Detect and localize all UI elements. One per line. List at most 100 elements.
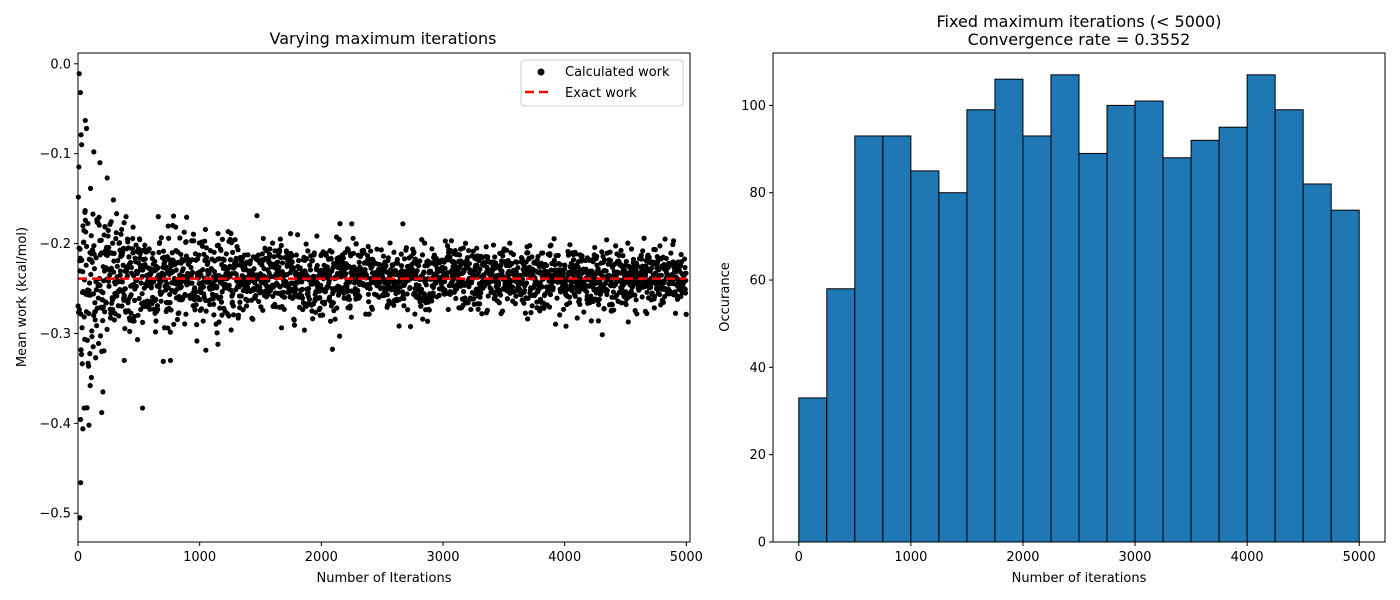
scatter-point	[613, 243, 619, 249]
scatter-point	[160, 248, 167, 254]
scatter-point	[317, 305, 323, 311]
scatter-point	[529, 254, 535, 260]
legend-calculated-work-marker	[537, 68, 545, 76]
scatter-point	[404, 291, 410, 297]
scatter-point	[344, 283, 350, 290]
scatter-point	[353, 241, 359, 247]
scatter-point	[301, 327, 308, 333]
scatter-point	[460, 289, 467, 295]
scatter-point	[79, 257, 85, 263]
scatter-point	[535, 253, 541, 260]
scatter-point	[672, 289, 678, 295]
scatter-point	[579, 253, 585, 259]
scatter-point	[177, 235, 183, 241]
scatter-point	[492, 254, 498, 260]
scatter-point	[484, 307, 491, 313]
scatter-point	[496, 300, 502, 306]
scatter-point	[111, 258, 117, 264]
y-tick-label: 100	[741, 99, 766, 114]
scatter-point	[140, 319, 146, 325]
scatter-point	[588, 318, 594, 324]
scatter-point	[403, 245, 409, 251]
scatter-point	[551, 257, 557, 263]
scatter-point	[683, 270, 689, 276]
scatter-point	[79, 325, 85, 331]
scatter-point	[148, 271, 154, 277]
scatter-point	[567, 300, 573, 306]
scatter-point	[280, 289, 286, 295]
scatter-point	[117, 268, 124, 274]
scatter-points	[75, 71, 689, 521]
scatter-point	[136, 260, 142, 266]
scatter-point	[168, 307, 174, 313]
scatter-point	[107, 272, 113, 278]
scatter-point	[411, 249, 417, 255]
scatter-point	[419, 237, 425, 243]
scatter-point	[367, 286, 373, 292]
scatter-point	[135, 269, 141, 275]
scatter-x-ticks: 0 1000 2000 3000 4000 5000	[74, 542, 703, 565]
scatter-point	[76, 71, 82, 77]
scatter-point	[94, 323, 100, 329]
scatter-point	[552, 321, 559, 327]
scatter-point	[524, 280, 530, 286]
scatter-point	[104, 175, 110, 181]
scatter-point	[76, 164, 82, 170]
histogram-bar	[938, 192, 968, 543]
scatter-point	[512, 288, 518, 294]
legend-box	[520, 59, 684, 107]
scatter-point	[86, 288, 92, 294]
scatter-point	[223, 251, 229, 257]
scatter-point	[504, 296, 510, 302]
scatter-point	[383, 263, 389, 269]
scatter-point	[166, 235, 172, 241]
scatter-point	[194, 338, 200, 344]
histogram-bar	[1218, 126, 1248, 543]
scatter-point	[153, 296, 159, 302]
scatter-point	[88, 374, 94, 381]
x-tick-label: 5000	[1343, 550, 1376, 565]
scatter-point	[485, 293, 491, 299]
scatter-point	[192, 307, 198, 313]
scatter-point	[260, 307, 266, 313]
scatter-point	[318, 282, 324, 288]
scatter-point	[305, 290, 311, 296]
scatter-point	[369, 306, 375, 312]
scatter-point	[150, 250, 156, 256]
histogram-bar	[1330, 209, 1360, 543]
scatter-point	[154, 303, 161, 309]
scatter-point	[524, 316, 531, 322]
histogram-subtitle: Convergence rate = 0.3552	[968, 30, 1191, 49]
scatter-point	[167, 300, 173, 306]
scatter-point	[85, 363, 92, 369]
scatter-point	[468, 306, 474, 313]
scatter-point	[307, 267, 314, 273]
legend-exact-work-label: Exact work	[565, 86, 637, 101]
scatter-point	[110, 240, 116, 246]
scatter-point	[417, 258, 423, 264]
histogram-bar	[798, 397, 828, 543]
scatter-point	[633, 297, 639, 303]
scatter-point	[525, 250, 531, 256]
scatter-point	[90, 291, 97, 297]
scatter-point	[289, 253, 295, 259]
scatter-point	[634, 311, 640, 317]
scatter-point	[507, 240, 513, 246]
histogram-bar	[882, 135, 912, 543]
scatter-point	[561, 266, 568, 272]
scatter-point	[604, 287, 610, 294]
scatter-point	[350, 235, 356, 241]
histogram-x-axis-label: Number of iterations	[1012, 571, 1147, 586]
scatter-point	[442, 238, 448, 244]
scatter-point	[576, 296, 583, 303]
scatter-point	[293, 286, 299, 292]
scatter-point	[226, 282, 232, 288]
scatter-point	[275, 259, 281, 265]
y-tick-label: 0.0	[50, 57, 71, 72]
scatter-point	[95, 340, 102, 347]
x-tick-label: 3000	[426, 550, 459, 565]
scatter-point	[574, 315, 580, 321]
y-tick-label: −0.4	[39, 417, 71, 432]
scatter-point	[200, 318, 206, 324]
scatter-point	[651, 293, 658, 300]
